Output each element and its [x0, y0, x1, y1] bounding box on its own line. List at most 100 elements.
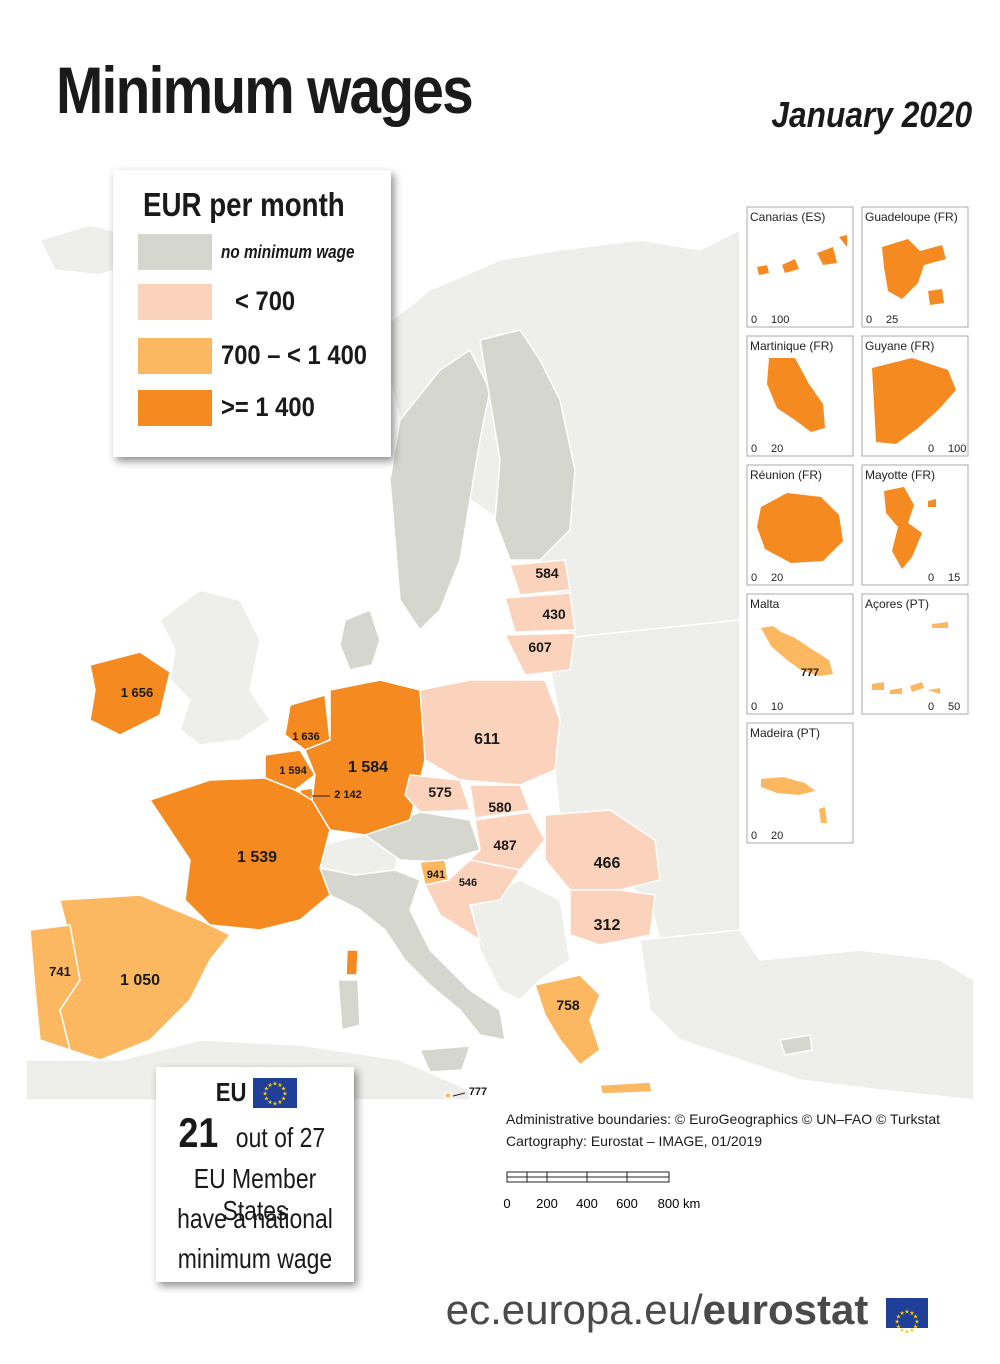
scale-bar: 0 200 400 600 800 km — [503, 1168, 713, 1223]
inset-scale-right: 10 — [771, 701, 783, 713]
value-label-hr: 546 — [459, 877, 477, 889]
value-label-ie: 1 656 — [121, 685, 154, 700]
inset-scale-left: 0 — [751, 572, 757, 584]
inset-title: Madeira (PT) — [750, 726, 820, 740]
inset-4: Réunion (FR) 0 20 — [746, 464, 854, 586]
inset-scale-right: 25 — [886, 314, 898, 326]
value-label-ee: 584 — [535, 565, 559, 581]
flag-star: ★ — [914, 1318, 919, 1325]
lithuania — [503, 632, 576, 676]
value-labels: 1 656 1 636 1 594 2 142 1 584 1 539 1 050 741 94… — [49, 565, 620, 1098]
value-label-sk: 580 — [488, 799, 512, 815]
scale-tick-600: 600 — [616, 1196, 638, 1211]
inset-6: Malta 0 10 777 — [746, 593, 854, 715]
flag-star: ★ — [894, 1318, 899, 1325]
scale-tick-400: 400 — [576, 1196, 598, 1211]
value-label-lt: 607 — [528, 639, 552, 655]
footer-url[interactable]: ec.europa.eu/eurostat ★ ★ ★ ★ ★ ★ ★ ★ ★ ★ ★ ★ — [445, 1286, 928, 1335]
value-label-pt: 741 — [49, 964, 71, 979]
inset-land — [757, 235, 847, 275]
flag-star: ★ — [272, 1080, 277, 1087]
credits-cartography: Cartography: Eurostat – IMAGE, 01/2019 — [506, 1133, 763, 1149]
inset-1: Guadeloupe (FR) 0 25 — [861, 206, 969, 328]
flag-star: ★ — [264, 1095, 269, 1102]
inset-land — [767, 358, 825, 432]
inset-title: Açores (PT) — [865, 597, 929, 611]
inset-title: Guadeloupe (FR) — [865, 210, 958, 224]
flag-star: ★ — [913, 1313, 918, 1320]
czechia — [404, 774, 472, 813]
eu-flag-icon: ★ ★ ★ ★ ★ ★ ★ ★ ★ ★ ★ ★ — [253, 1077, 298, 1108]
france — [148, 777, 331, 931]
inset-scale-right: 100 — [771, 314, 789, 326]
bulgaria — [569, 889, 656, 946]
sardinia — [337, 979, 361, 1031]
inset-title: Malta — [750, 597, 780, 611]
belgium — [264, 749, 316, 791]
inset-scale-right: 15 — [948, 572, 960, 584]
inset-title: Canarias (ES) — [750, 210, 825, 224]
flag-star: ★ — [281, 1095, 286, 1102]
legend-label-none: no minimum wage — [221, 242, 355, 262]
credits-boundaries: Administrative boundaries: © EuroGeograp… — [506, 1111, 941, 1127]
flag-star: ★ — [899, 1310, 904, 1317]
value-label-lu: 2 142 — [334, 789, 362, 801]
value-label-bg: 312 — [594, 917, 621, 934]
value-label-ro: 466 — [594, 855, 621, 872]
slovakia — [469, 784, 532, 819]
value-label-fr: 1 539 — [237, 849, 277, 866]
inset-scale-right: 20 — [771, 830, 783, 842]
flag-star: ★ — [262, 1090, 267, 1097]
flag-star: ★ — [281, 1085, 286, 1092]
value-label-pl: 611 — [474, 731, 500, 748]
footer-brand: eurostat — [702, 1286, 869, 1333]
sweden — [389, 348, 491, 632]
inset-scale-left: 0 — [751, 314, 757, 326]
finland — [479, 329, 576, 561]
flag-star: ★ — [277, 1099, 282, 1106]
inset-3: Guyane (FR) 0 100 — [861, 335, 969, 457]
flag-star: ★ — [896, 1313, 901, 1320]
eu-tag: EU — [215, 1077, 247, 1107]
inset-land — [872, 622, 948, 694]
value-label-el: 758 — [556, 997, 580, 1013]
portugal — [29, 924, 81, 1052]
inset-land — [761, 777, 827, 823]
inset-7: Açores (PT) 0 50 — [861, 593, 969, 715]
mid-wage-countries — [29, 859, 653, 1099]
inset-value: 777 — [801, 667, 819, 679]
eu-flag-icon: ★ ★ ★ ★ ★ ★ ★ ★ ★ ★ ★ ★ — [886, 1297, 928, 1335]
flag-star: ★ — [282, 1090, 287, 1097]
eu-summary-box: EU ★ ★ ★ ★ ★ ★ ★ ★ ★ ★ ★ ★ 21 out of 27 EU Member S… — [156, 1067, 354, 1282]
value-label-lv: 430 — [542, 606, 566, 622]
footer-url-prefix: ec.europa.eu/ — [445, 1286, 703, 1333]
page-title: Minimum wages — [56, 53, 474, 127]
member-total: out of 27 — [235, 1122, 326, 1153]
legend-swatch-high — [138, 390, 212, 426]
value-label-cz: 575 — [428, 784, 452, 800]
reference-date: January 2020 — [771, 94, 972, 135]
inset-land — [872, 358, 956, 444]
no-minimum-wage-countries — [318, 329, 813, 1073]
inset-land — [882, 239, 946, 305]
inset-2: Martinique (FR) 0 20 — [746, 335, 854, 457]
inset-5: Mayotte (FR) 0 15 — [861, 464, 969, 586]
value-label-be: 1 594 — [279, 765, 307, 777]
eu-box-line2: EU Member States — [193, 1163, 317, 1226]
poland — [419, 679, 561, 786]
eu-box-line4: minimum wage — [177, 1243, 333, 1274]
inset-land — [761, 626, 833, 676]
scale-tick-0: 0 — [503, 1196, 510, 1211]
denmark — [339, 609, 381, 671]
legend-swatch-mid — [138, 338, 212, 374]
croatia — [423, 859, 522, 942]
legend-label-mid: 700 – < 1 400 — [221, 340, 367, 370]
flag-star: ★ — [904, 1309, 909, 1316]
leader-line — [452, 1092, 466, 1097]
corsica — [345, 949, 359, 976]
inset-scale-left: 0 — [751, 443, 757, 455]
flag-star: ★ — [904, 1328, 909, 1335]
inset-scale-left: 0 — [751, 701, 757, 713]
malta-main — [444, 1092, 452, 1099]
